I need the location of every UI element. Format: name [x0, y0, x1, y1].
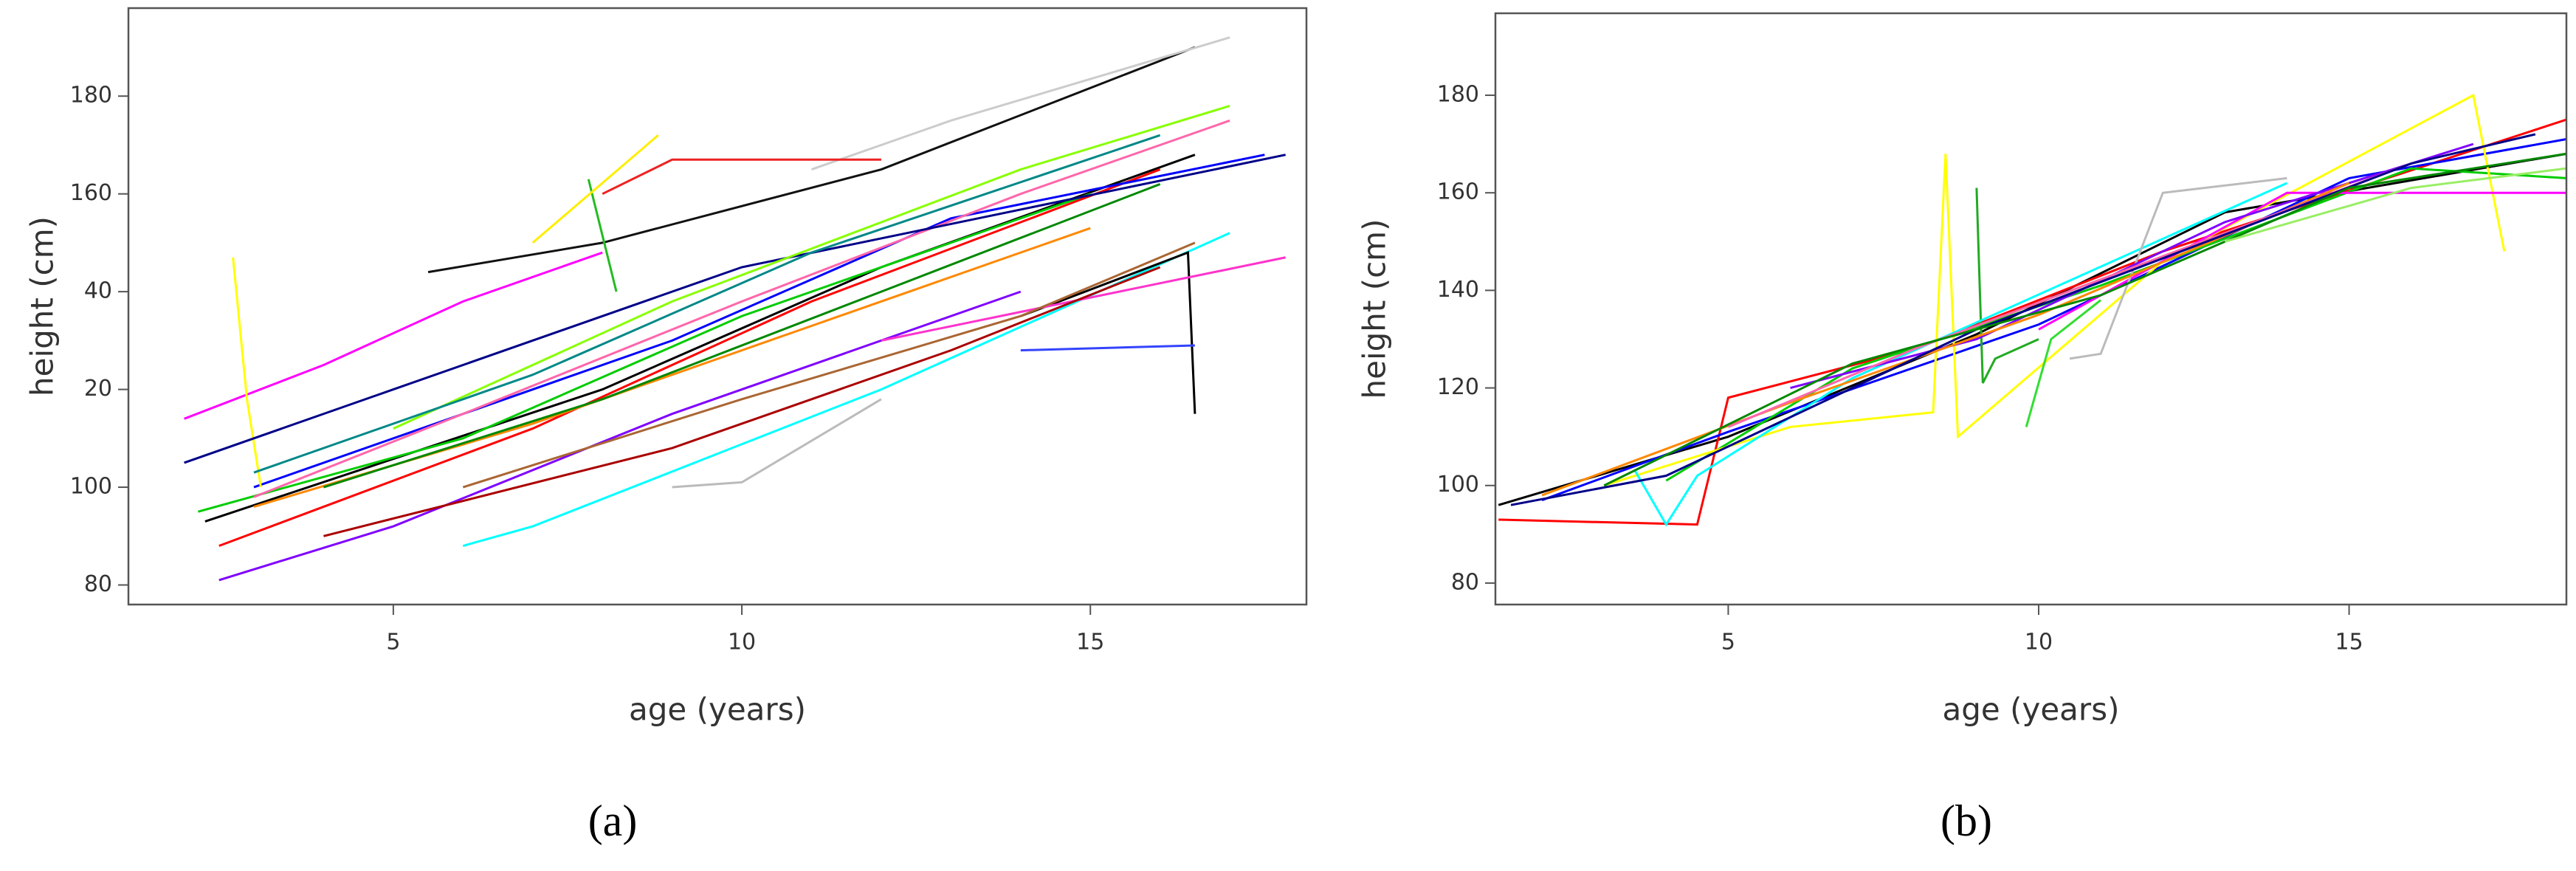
- series-line: [184, 251, 603, 420]
- series-line: [323, 183, 1161, 489]
- series-line: [218, 168, 1161, 547]
- series-line: [323, 266, 1161, 537]
- plot-frame: [1494, 12, 2568, 606]
- y-tick-label: 100: [1437, 472, 1479, 498]
- x-axis-label: age (years): [629, 692, 806, 728]
- series-line: [2224, 167, 2567, 243]
- y-tick-label: 80: [1451, 569, 1479, 595]
- y-tick-label: 140: [1437, 277, 1479, 303]
- series-line: [1665, 167, 2567, 482]
- series-line: [253, 227, 1091, 508]
- series-line: [2025, 299, 2102, 427]
- y-axis-label: height (cm): [24, 216, 61, 396]
- series-line: [1603, 93, 2506, 487]
- caption: (a): [588, 796, 638, 845]
- series-line: [531, 134, 659, 244]
- series-line: [184, 154, 1286, 464]
- x-axis-label: age (years): [1943, 692, 2120, 728]
- series-line: [587, 179, 618, 292]
- y-tick-label: 180: [70, 83, 112, 109]
- series-line: [253, 134, 1161, 474]
- y-axis-label: height (cm): [1357, 218, 1393, 399]
- x-tick-label: 5: [1721, 630, 1735, 655]
- plot-frame: [127, 7, 1308, 606]
- series-line: [881, 256, 1286, 342]
- x-tick-label: 10: [728, 630, 756, 655]
- y-tick-label: 40: [84, 278, 112, 304]
- series-line: [1020, 251, 1196, 414]
- series-line: [462, 241, 1196, 489]
- caption: (b): [1940, 796, 1992, 845]
- series-line: [1603, 152, 2567, 487]
- series-line: [1975, 187, 2039, 384]
- series-line: [253, 119, 1230, 498]
- x-tick-label: 5: [386, 630, 400, 655]
- series-line: [198, 193, 1091, 513]
- x-tick-label: 15: [1076, 630, 1104, 655]
- series-line: [672, 398, 882, 489]
- series-line: [1020, 344, 1195, 352]
- series-line: [462, 232, 1230, 547]
- x-tick-label: 15: [2335, 630, 2363, 655]
- series-line: [2069, 176, 2287, 360]
- series-line: [2038, 191, 2566, 331]
- series-line: [232, 257, 262, 488]
- y-tick-label: 160: [70, 180, 112, 206]
- series-line: [1498, 118, 2567, 526]
- y-tick-label: 100: [70, 474, 112, 500]
- y-tick-label: 180: [1437, 82, 1479, 108]
- x-tick-label: 10: [2025, 630, 2053, 655]
- series-line: [810, 36, 1230, 171]
- series-line: [602, 158, 881, 196]
- series-line: [218, 290, 1022, 582]
- series-line: [1790, 142, 2474, 390]
- y-tick-label: 20: [84, 376, 112, 402]
- y-tick-label: 120: [1437, 374, 1479, 400]
- series-line: [393, 105, 1230, 430]
- y-tick-label: 80: [84, 571, 112, 597]
- series-line: [427, 46, 1196, 274]
- series-line: [1633, 182, 2288, 527]
- y-tick-label: 160: [1437, 179, 1479, 205]
